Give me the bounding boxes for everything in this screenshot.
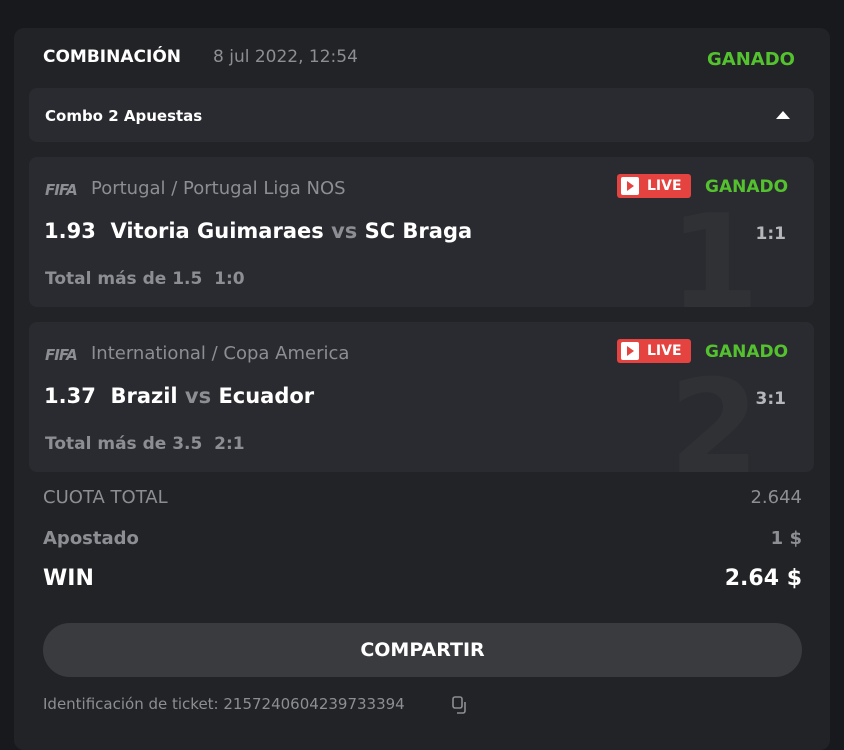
bet-item: 2 FIFA International / Copa America LIVE… — [29, 322, 814, 472]
combo-toggle[interactable]: Combo 2 Apuestas — [29, 88, 814, 142]
league: Portugal / Portugal Liga NOS — [91, 178, 346, 199]
total-odds-label: CUOTA TOTAL — [43, 487, 168, 508]
live-badge[interactable]: LIVE — [617, 174, 691, 198]
fifa-icon: FIFA — [45, 346, 78, 364]
match: 1.37 Brazil vs Ecuador — [44, 384, 314, 408]
bet-date: 8 jul 2022, 12:54 — [213, 47, 358, 67]
win-value: 2.64 $ — [724, 566, 802, 591]
vs: vs — [331, 219, 358, 243]
play-icon — [621, 342, 639, 360]
away-team: Ecuador — [218, 384, 315, 408]
stake-value: 1 $ — [770, 528, 802, 549]
win-row: WIN 2.64 $ — [43, 566, 802, 591]
bet-status: GANADO — [705, 342, 789, 362]
bet-index: 2 — [669, 351, 760, 472]
total-odds-value: 2.644 — [750, 487, 802, 508]
stake-row: Apostado 1 $ — [43, 528, 802, 549]
combo-label: Combo 2 Apuestas — [45, 107, 203, 125]
share-button[interactable]: COMPARTIR — [43, 623, 802, 677]
caret-up-icon — [776, 111, 790, 119]
home-team: Brazil — [110, 384, 178, 408]
stake-label: Apostado — [43, 528, 139, 549]
bet-index: 1 — [669, 186, 760, 307]
bet-status: GANADO — [705, 177, 789, 197]
bet-type-title: COMBINACIÓN — [43, 47, 181, 67]
copy-icon[interactable] — [452, 696, 468, 714]
play-icon — [621, 177, 639, 195]
league: International / Copa America — [91, 343, 350, 364]
score: 3:1 — [755, 389, 786, 409]
match: 1.93 Vitoria Guimaraes vs SC Braga — [44, 219, 472, 243]
bet-item: 1 FIFA Portugal / Portugal Liga NOS LIVE… — [29, 157, 814, 307]
score: 1:1 — [755, 224, 786, 244]
total-odds-row: CUOTA TOTAL 2.644 — [43, 487, 802, 508]
ticket-status: GANADO — [707, 49, 795, 70]
pick: Total más de 1.5 1:0 — [45, 269, 245, 289]
live-badge[interactable]: LIVE — [617, 339, 691, 363]
live-label: LIVE — [647, 178, 682, 194]
home-team: Vitoria Guimaraes — [110, 219, 324, 243]
fifa-icon: FIFA — [45, 181, 78, 199]
live-label: LIVE — [647, 343, 682, 359]
odds: 1.37 — [44, 384, 96, 408]
ticket-id: Identificación de ticket: 21572406042397… — [43, 695, 405, 713]
vs: vs — [184, 384, 212, 408]
away-team: SC Braga — [364, 219, 473, 243]
pick: Total más de 3.5 2:1 — [45, 434, 245, 454]
odds: 1.93 — [44, 219, 96, 243]
win-label: WIN — [43, 566, 94, 591]
